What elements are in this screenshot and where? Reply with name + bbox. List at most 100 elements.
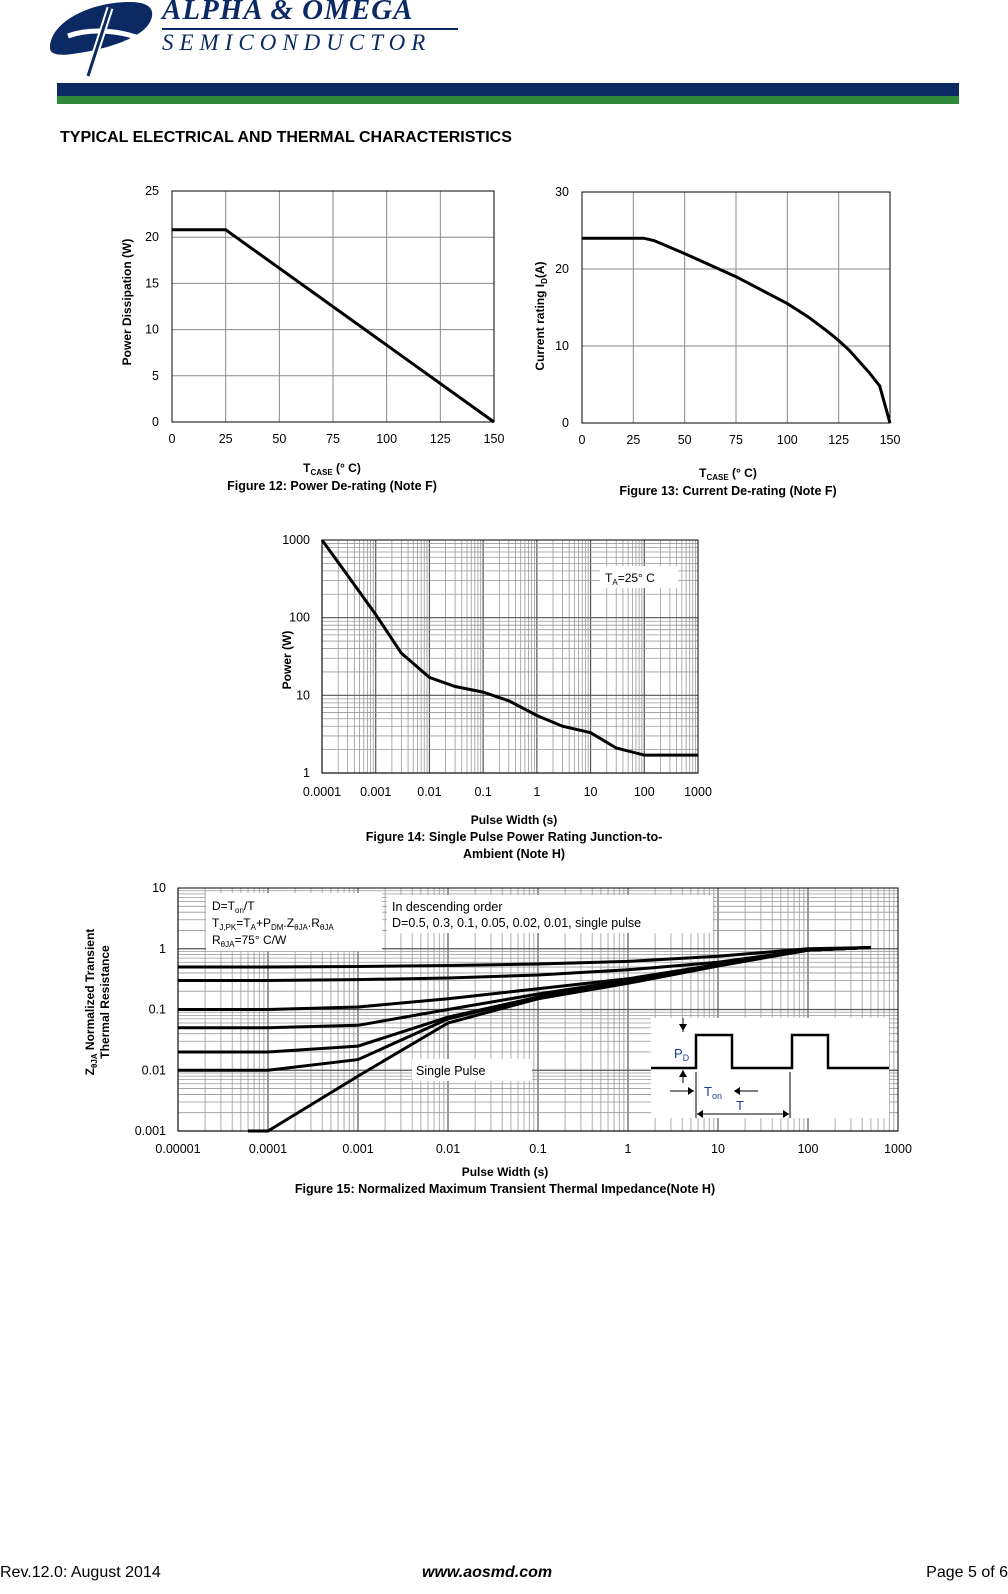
fig15-single-pulse-box (412, 1059, 532, 1081)
fig13-plot-frame (581, 191, 891, 424)
footer-revision: Rev.12.0: August 2014 (0, 1564, 161, 1581)
footer-page-number: Page 5 of 6 (926, 1564, 1008, 1581)
fig12-xtick-label: 125 (430, 432, 451, 446)
fig15-xlabel: Pulse Width (s) (462, 1165, 549, 1179)
fig15-ytick-label: 0.1 (149, 1003, 166, 1017)
fig15-order-box (387, 895, 713, 933)
fig12-ytick-label: 10 (145, 323, 159, 337)
fig15-note-box (206, 893, 382, 951)
inset-t-label: T (736, 1098, 744, 1113)
fig15-xtick-label: 0.001 (342, 1142, 373, 1156)
fig14-ytick-label: 1000 (282, 533, 310, 547)
fig12-ytick-label: 15 (145, 276, 159, 290)
fig12-ytick-label: 0 (152, 415, 159, 429)
fig15-xtick-label: 0.0001 (249, 1142, 287, 1156)
fig14-plot-frame (321, 539, 699, 774)
fig14-xtick-label: 0.0001 (303, 785, 341, 799)
fig12-xtick-label: 100 (376, 432, 397, 446)
fig15-xtick-label: 10 (711, 1142, 725, 1156)
fig15-order-line1: In descending order (392, 900, 503, 914)
fig15-ytick-label: 0.001 (135, 1124, 166, 1138)
fig12-series-line (172, 228, 495, 424)
fig14-title-line1: Figure 14: Single Pulse Power Rating Jun… (366, 830, 663, 844)
fig13-ytick-label: 10 (555, 339, 569, 353)
fig15-title: Figure 15: Normalized Maximum Transient … (295, 1182, 715, 1196)
fig14-annotation-box (600, 566, 678, 588)
fig15-pulse-inset: PD Ton T (651, 1018, 889, 1118)
fig13-series-line (582, 236, 892, 424)
fig12-ytick-label: 5 (152, 369, 159, 383)
fig13-xtick-label: 75 (729, 433, 743, 447)
fig15-xtick-label: 0.00001 (155, 1142, 200, 1156)
fig15-xtick-label: 1000 (884, 1142, 912, 1156)
fig13-ytick-label: 20 (555, 262, 569, 276)
fig14-xlabel: Pulse Width (s) (471, 813, 558, 827)
fig13-ylabel: Current rating ID(A) (533, 261, 549, 370)
fig15-xtick-label: 1 (625, 1142, 632, 1156)
fig15-single-pulse-label: Single Pulse (416, 1064, 486, 1078)
fig12-xtick-label: 50 (272, 432, 286, 446)
section-title: TYPICAL ELECTRICAL AND THERMAL CHARACTER… (60, 129, 512, 146)
fig14-ytick-label: 100 (289, 611, 310, 625)
company-name: ALPHA & OMEGA (162, 0, 414, 26)
fig15-ylabel-line1: ZθJA Normalized Transient (83, 929, 99, 1076)
fig15-series-line (248, 946, 871, 1133)
fig14-xtick-label: 1 (533, 785, 540, 799)
fig14-xtick-label: 1000 (684, 785, 712, 799)
fig15-series-line (178, 946, 871, 969)
header-bar-blue (57, 83, 959, 96)
fig15-xtick-label: 0.1 (529, 1142, 546, 1156)
fig13-ytick-label: 30 (555, 185, 569, 199)
fig14-ytick-label: 1 (303, 766, 310, 780)
fig13-xtick-label: 100 (777, 433, 798, 447)
fig12-xlabel: TCASE (° C) (303, 461, 361, 477)
fig13-xtick-label: 50 (678, 433, 692, 447)
aos-logo-icon (50, 2, 153, 78)
fig13-xtick-label: 0 (579, 433, 586, 447)
fig12-ytick-label: 20 (145, 230, 159, 244)
fig14-xtick-label: 0.01 (417, 785, 441, 799)
fig12-title: Figure 12: Power De-rating (Note F) (227, 479, 437, 493)
fig14-annotation: TA=25° C (605, 571, 655, 587)
fig14-title-line2: Ambient (Note H) (463, 847, 565, 861)
fig14-series-line (320, 539, 698, 757)
fig15-xtick-label: 100 (798, 1142, 819, 1156)
fig14-xtick-label: 100 (634, 785, 655, 799)
fig14-xtick-label: 0.1 (474, 785, 491, 799)
fig13-xtick-label: 125 (828, 433, 849, 447)
fig15-ylabel-line2: Thermal Resistance (98, 945, 112, 1059)
fig13-xtick-label: 150 (880, 433, 901, 447)
fig15-note-line1: D=Ton/T (212, 899, 255, 915)
fig12-ytick-label: 25 (145, 184, 159, 198)
inset-pd-label: PD (674, 1046, 690, 1063)
fig14-ylabel: Power (W) (280, 631, 294, 690)
fig15-ytick-label: 0.01 (142, 1063, 166, 1077)
fig15-ytick-label: 1 (159, 942, 166, 956)
footer-website-link[interactable]: www.aosmd.com (422, 1564, 553, 1581)
fig13-title: Figure 13: Current De-rating (Note F) (619, 484, 836, 498)
fig15-series-lines (178, 946, 871, 1133)
fig15-xtick-label: 0.01 (436, 1142, 460, 1156)
fig13-xtick-label: 25 (626, 433, 640, 447)
header-bar-green (57, 96, 959, 104)
fig12-xtick-label: 75 (326, 432, 340, 446)
fig15-note-line2: TJ,PK=TA+PDM.ZθJA.RθJA (212, 916, 334, 932)
fig14-ytick-label: 10 (296, 688, 310, 702)
company-subtitle: SEMICONDUCTOR (162, 30, 432, 55)
fig12-plot-frame (171, 190, 495, 423)
fig15-order-line2: D=0.5, 0.3, 0.1, 0.05, 0.02, 0.01, singl… (392, 916, 641, 930)
fig12-xtick-label: 25 (219, 432, 233, 446)
fig14-xtick-label: 0.001 (360, 785, 391, 799)
logo-rule (162, 28, 458, 30)
fig12-xtick-label: 150 (484, 432, 505, 446)
fig14-xtick-label: 10 (584, 785, 598, 799)
fig12-ylabel: Power Dissipation (W) (120, 239, 134, 366)
fig15-note-line3: RθJA=75° C/W (212, 933, 287, 949)
fig12-xtick-label: 0 (169, 432, 176, 446)
inset-ton-label: Ton (704, 1084, 722, 1101)
fig13-xlabel: TCASE (° C) (699, 466, 757, 482)
